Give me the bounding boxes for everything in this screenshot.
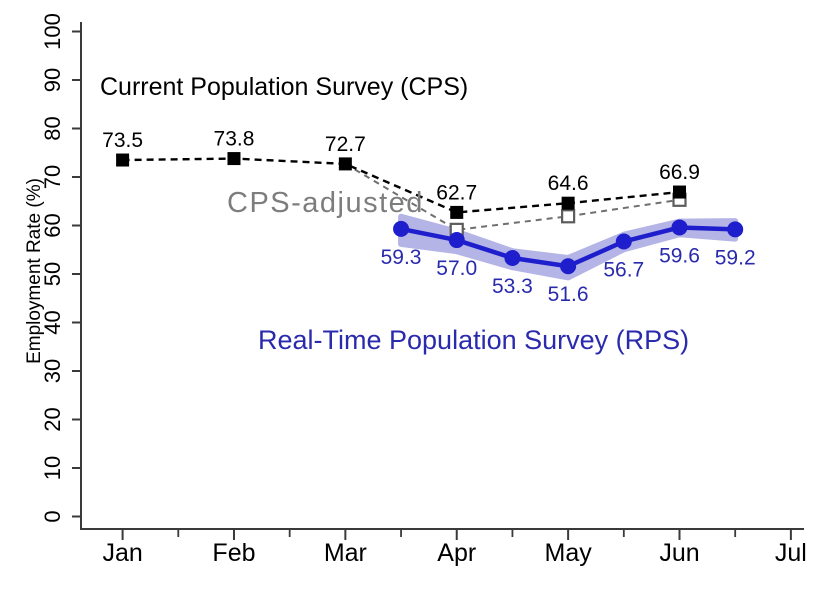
cps-line xyxy=(122,157,680,214)
rps-point-label: 57.0 xyxy=(436,257,477,280)
cps-point xyxy=(450,205,464,219)
rps-point-label: 53.3 xyxy=(492,275,533,298)
y-tick-label: 70 xyxy=(40,165,65,189)
cps-point xyxy=(116,153,130,167)
x-tick-label: Jul xyxy=(775,539,807,567)
x-tick-label: Mar xyxy=(324,539,367,567)
rps-series-annotation: Real-Time Population Survey (RPS) xyxy=(258,325,690,355)
rps-point-label: 59.2 xyxy=(715,246,756,269)
y-tick-label: 10 xyxy=(40,456,65,480)
rps-point xyxy=(448,232,465,249)
x-tick-label: Feb xyxy=(212,539,255,567)
x-tick-label: Jun xyxy=(659,539,699,567)
y-tick-label: 0 xyxy=(40,510,65,522)
cps-point-label: 73.5 xyxy=(102,129,143,152)
y-axis-title: Employment Rate (%) xyxy=(24,178,45,364)
cps-point-label: 72.7 xyxy=(325,133,366,156)
y-tick-label: 100 xyxy=(40,13,65,50)
cps-point xyxy=(673,185,686,199)
x-tick-label: Apr xyxy=(437,539,476,567)
cps-point-label: 64.6 xyxy=(548,172,589,195)
cps-point xyxy=(561,196,575,210)
cps-point-label: 62.7 xyxy=(436,181,477,204)
y-tick-label: 80 xyxy=(40,116,65,140)
rps-point xyxy=(727,221,744,238)
y-tick-label: 40 xyxy=(40,310,65,334)
cps-series-annotation: Current Population Survey (CPS) xyxy=(100,73,469,101)
y-tick-label: 20 xyxy=(40,407,65,431)
cps-point-label: 73.8 xyxy=(214,128,255,151)
y-tick-label: 60 xyxy=(40,213,65,237)
rps-confidence-band xyxy=(398,213,739,281)
rps-point xyxy=(504,249,521,266)
rps-point-label: 59.3 xyxy=(381,246,422,269)
cps-point xyxy=(227,152,241,166)
rps-point-label: 56.7 xyxy=(603,259,644,282)
rps-point xyxy=(393,220,410,237)
rps-point-label: 51.6 xyxy=(548,283,589,306)
y-tick-label: 30 xyxy=(40,359,65,383)
rps-point-label: 59.6 xyxy=(659,244,700,267)
x-tick-label: Jan xyxy=(102,539,142,567)
x-tick-label: May xyxy=(545,539,593,567)
cps-adjusted-series-annotation: CPS-adjusted xyxy=(227,187,424,219)
cps-point xyxy=(338,157,352,171)
rps-point xyxy=(560,258,577,275)
y-tick-label: 90 xyxy=(40,68,65,92)
y-tick-label: 50 xyxy=(40,262,65,286)
rps-point xyxy=(615,233,632,250)
cps-adjusted-line xyxy=(344,163,680,231)
cps-adjusted-point xyxy=(561,209,576,224)
rps-point xyxy=(671,219,688,236)
cps-point-label: 66.9 xyxy=(659,161,700,184)
